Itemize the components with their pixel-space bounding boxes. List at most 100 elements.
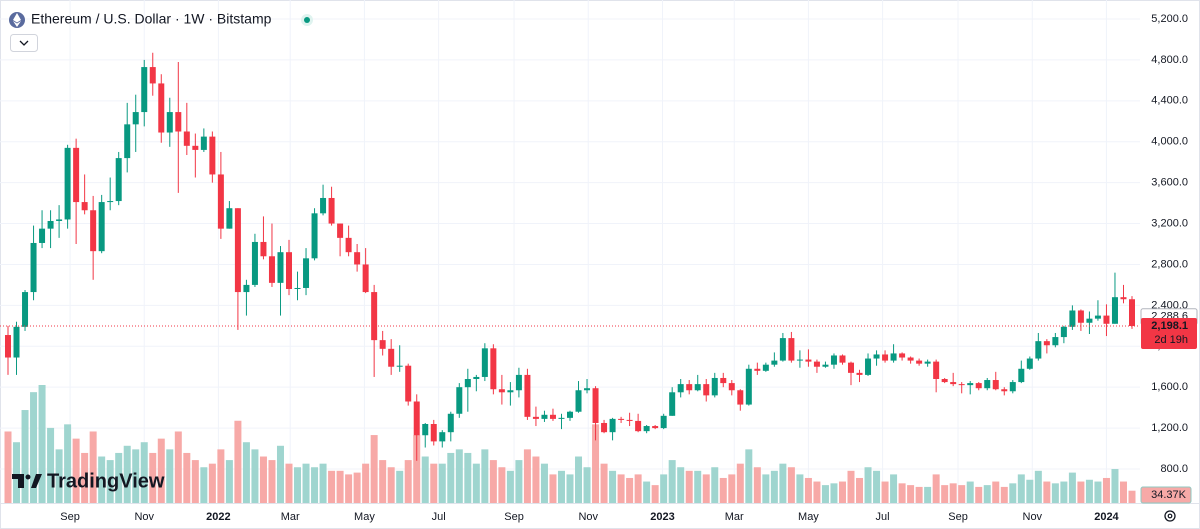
candle-body	[268, 256, 275, 283]
candle-body	[618, 418, 625, 420]
y-tick-label: 4,000.0	[1151, 136, 1188, 148]
x-tick-label: 2022	[206, 511, 230, 523]
volume-bar	[549, 474, 557, 503]
candle-body	[320, 197, 327, 214]
candle-body	[907, 357, 914, 361]
x-tick-label: Sep	[60, 511, 80, 523]
candle-body	[711, 377, 718, 396]
volume-bar	[259, 456, 267, 503]
volume-bar	[413, 435, 421, 503]
volume-bar	[285, 463, 293, 503]
volume-bar	[208, 463, 216, 503]
volume-bar	[174, 431, 182, 503]
volume-bar	[719, 477, 727, 503]
x-tick-label: Nov	[134, 511, 154, 523]
y-tick-label: 5,200.0	[1151, 13, 1188, 25]
volume-bar	[847, 470, 855, 503]
volume-bar	[251, 449, 259, 503]
volume-bar	[106, 460, 114, 503]
candle-body	[992, 380, 999, 390]
volume-bar	[123, 445, 131, 503]
candle-body	[873, 354, 880, 359]
x-tick-label: May	[798, 511, 819, 523]
candle-body	[822, 364, 829, 367]
candle-body	[967, 383, 974, 386]
volume-bar	[396, 470, 404, 503]
candle-body	[354, 252, 361, 265]
candle-body	[371, 292, 378, 341]
last-price-label: 2,198.1	[1151, 320, 1188, 332]
volume-bar	[634, 474, 642, 503]
y-tick-label: 3,600.0	[1151, 177, 1188, 189]
volume-bar	[387, 467, 395, 503]
volume-bar	[166, 449, 174, 503]
candle-body	[107, 201, 114, 203]
volume-bar	[898, 483, 906, 503]
volume-bar	[907, 485, 915, 503]
candle-body	[941, 379, 948, 383]
candle-body	[192, 145, 199, 150]
volume-bar	[941, 485, 949, 503]
volume-bar	[915, 486, 923, 503]
volume-bar	[745, 449, 753, 503]
candle-body	[507, 390, 514, 393]
candle-body	[856, 372, 863, 375]
volume-bar	[762, 474, 770, 503]
volume-bar	[1043, 481, 1051, 503]
volume-bar	[1119, 481, 1127, 503]
candle-body	[669, 392, 676, 416]
volume-bar	[924, 486, 932, 503]
settings-button[interactable]	[1164, 510, 1176, 522]
candle-body	[64, 147, 71, 220]
gear-icon	[1164, 510, 1176, 522]
candle-body	[635, 420, 642, 432]
candle-body	[226, 208, 233, 229]
volume-bar	[370, 435, 378, 503]
candle-body	[1001, 389, 1008, 392]
volume-bar	[736, 463, 744, 503]
candle-body	[209, 136, 216, 175]
volume-tag	[1140, 486, 1192, 504]
logo-mark	[12, 474, 24, 488]
volume-bar	[1009, 483, 1017, 503]
candle-body	[294, 287, 301, 289]
candle-body	[498, 389, 505, 393]
candle-body	[984, 380, 991, 389]
volume-bar	[132, 449, 140, 503]
x-tick-label: Sep	[504, 511, 524, 523]
candle-body	[413, 401, 420, 436]
candle-body	[73, 147, 80, 203]
volume-bar	[191, 460, 199, 503]
candle-body	[1043, 341, 1050, 346]
volume-bar	[38, 385, 46, 503]
volume-bar	[566, 474, 574, 503]
candle-body	[813, 361, 820, 367]
volume-bar	[481, 449, 489, 503]
candle-body	[286, 252, 292, 289]
candle-body	[916, 360, 923, 364]
candle-body	[1129, 299, 1135, 327]
volume-bar	[864, 467, 872, 503]
volume-bar	[992, 481, 1000, 503]
candle-body	[592, 388, 599, 423]
volume-bar	[64, 424, 72, 503]
volume-bar	[873, 470, 881, 503]
volume-bar	[472, 463, 480, 503]
volume-bar	[770, 470, 778, 503]
candle-body	[200, 136, 207, 150]
last-price-tag	[1141, 318, 1197, 350]
volume-bar	[890, 474, 898, 503]
candle-body	[1111, 297, 1118, 324]
collapse-button[interactable]	[10, 34, 38, 52]
candle-body	[13, 326, 20, 358]
volume-bar	[294, 467, 302, 503]
candle-body	[958, 384, 965, 386]
candle-body	[124, 124, 131, 159]
candle-body	[447, 413, 454, 433]
volume-bar	[1085, 479, 1093, 503]
candle-body	[933, 361, 940, 379]
candle-body	[788, 338, 795, 361]
candle-body	[703, 384, 710, 396]
volume-bar	[694, 470, 702, 503]
